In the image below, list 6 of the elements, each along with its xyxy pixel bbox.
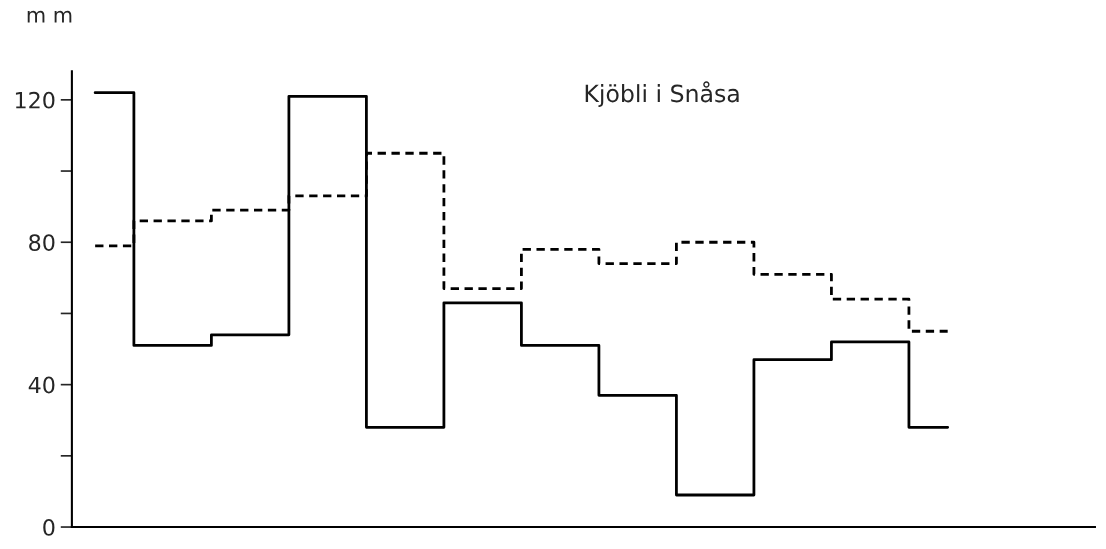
y-axis-title: m m <box>27 10 72 23</box>
y-tick-label: 40 <box>28 376 55 394</box>
chart-title: Kjöbli i Snåsa <box>585 81 739 107</box>
y-tick-label: 80 <box>29 234 55 251</box>
y-tick-label: 120 <box>15 91 55 109</box>
y-tick-label: 0 <box>43 518 55 536</box>
